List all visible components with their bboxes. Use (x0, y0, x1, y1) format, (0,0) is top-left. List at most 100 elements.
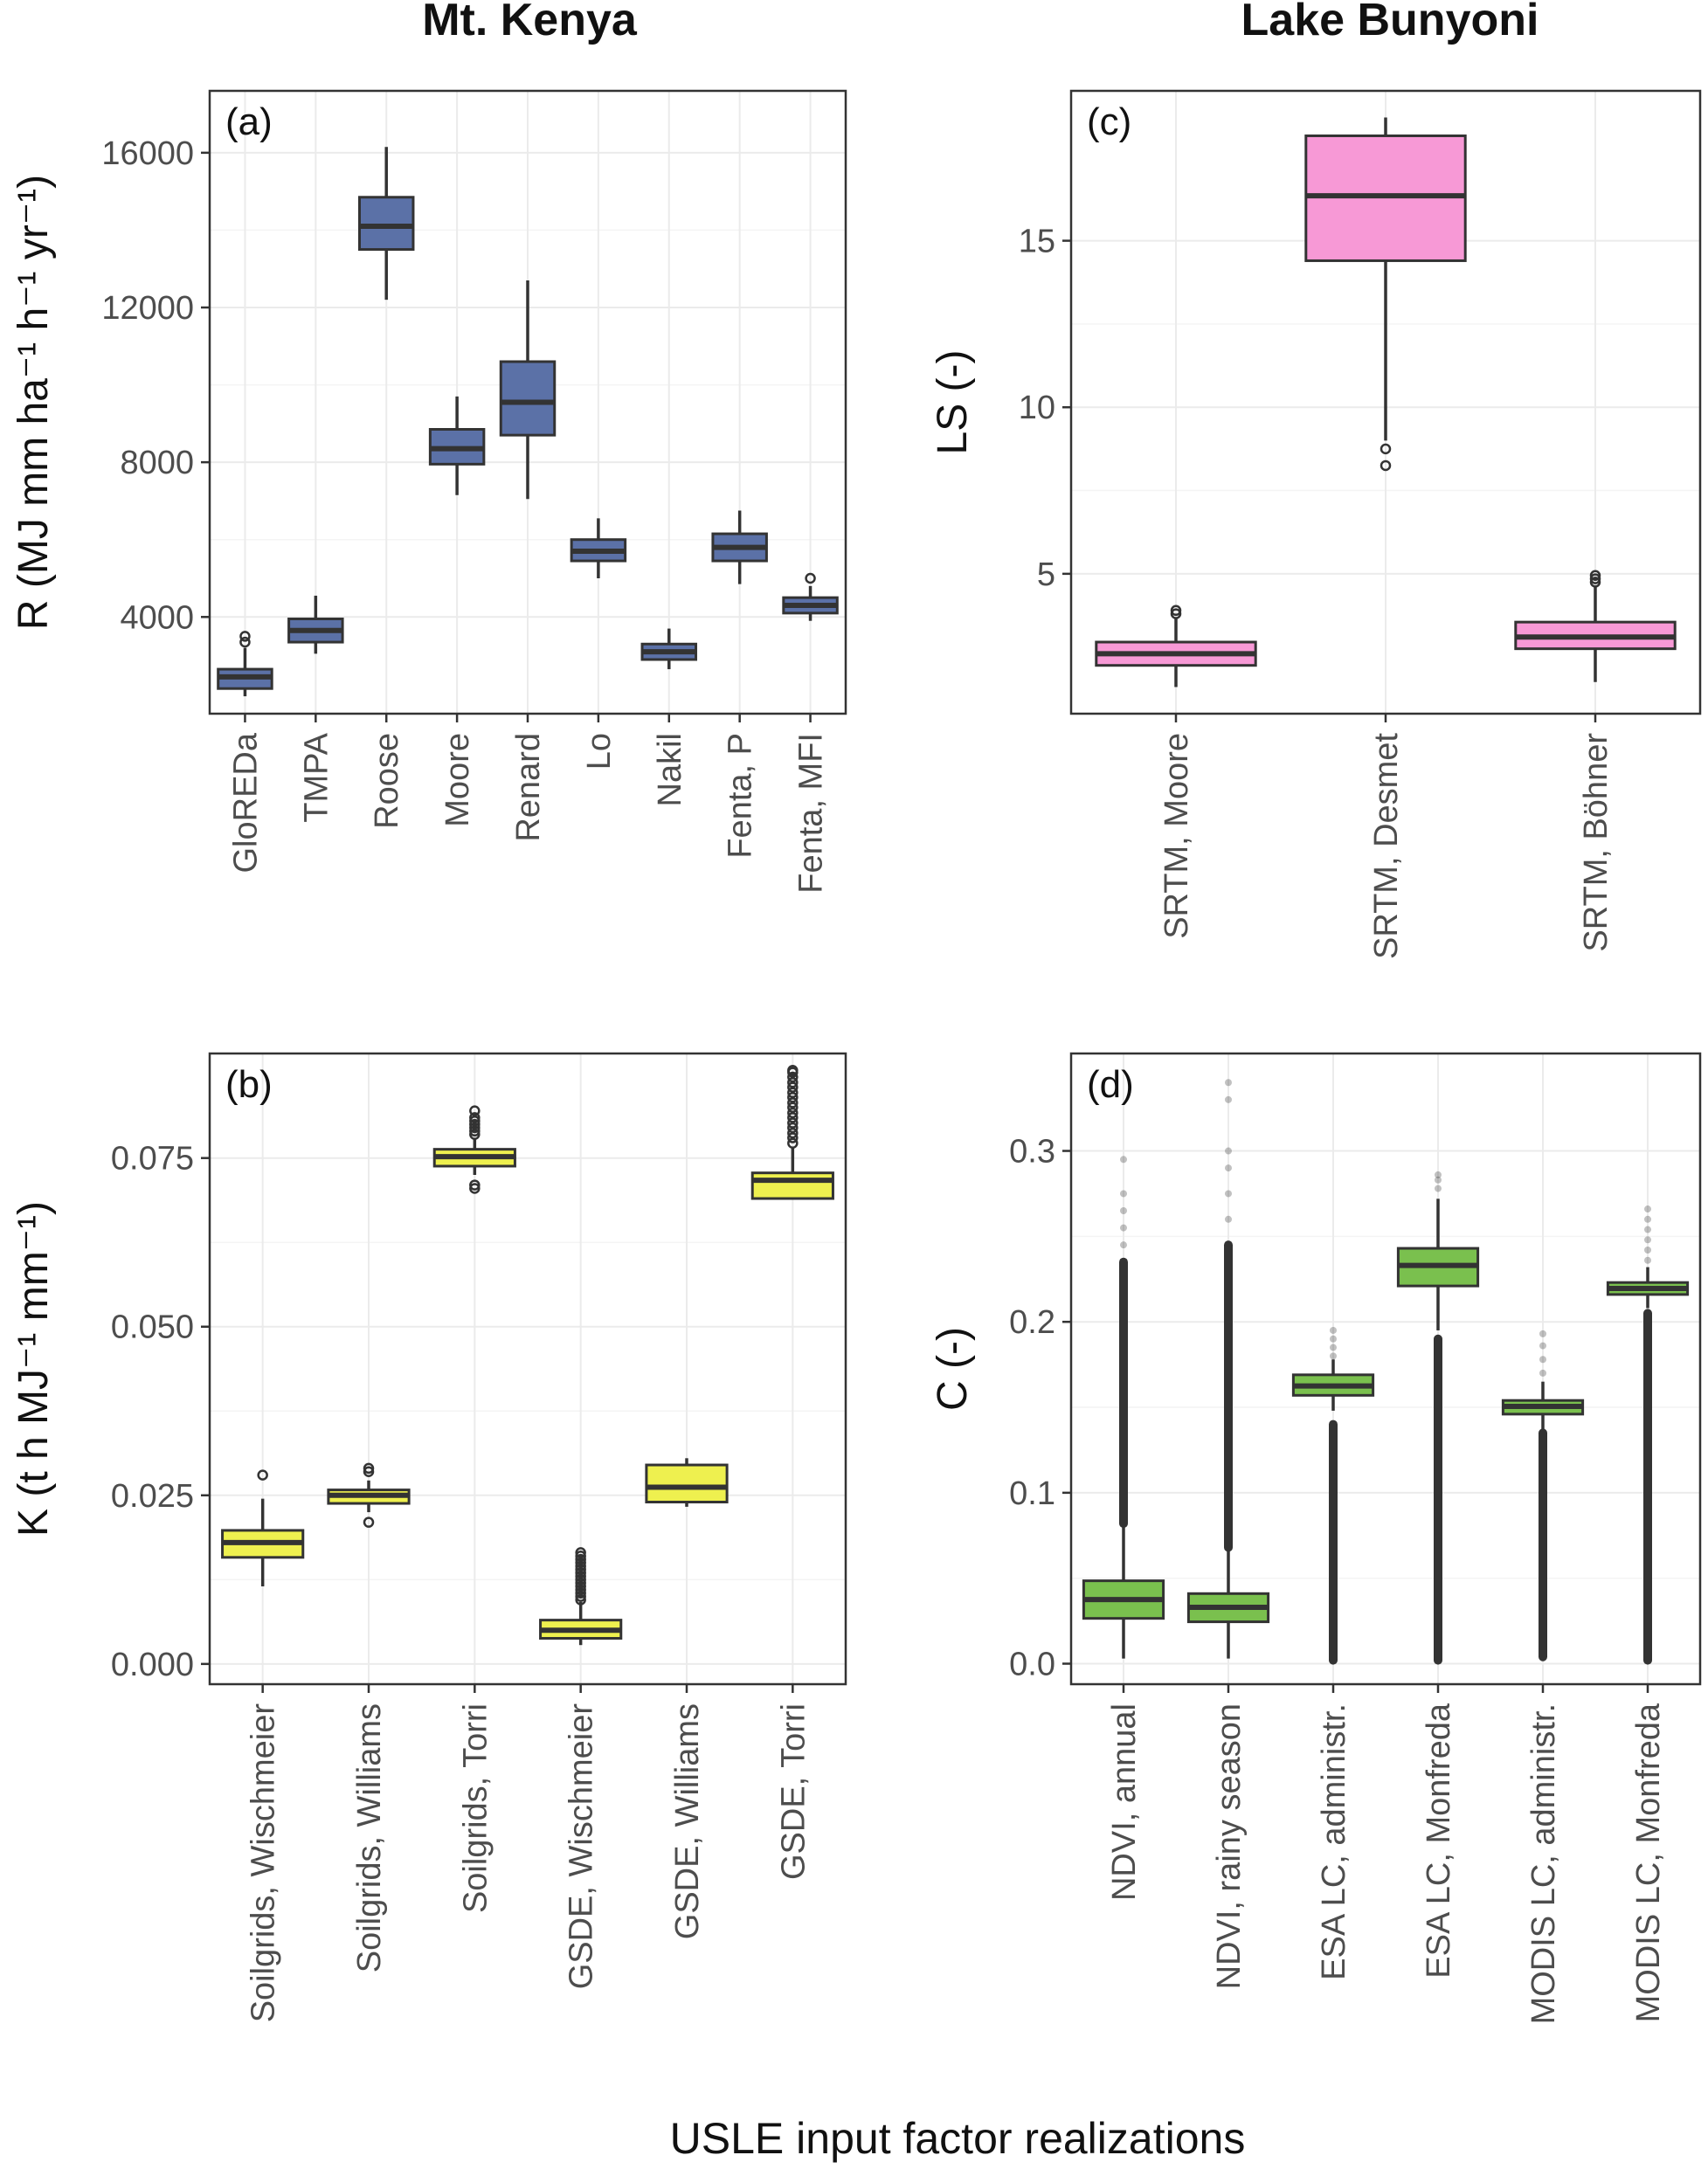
column-title-lake-bunyoni: Lake Bunyoni (1241, 0, 1539, 45)
panel-tag: (a) (225, 100, 273, 143)
x-tick-label: SRTM, Böhner (1578, 733, 1615, 952)
x-tick-label: SRTM, Desmet (1368, 733, 1405, 959)
x-tick-label: Lo (581, 733, 618, 770)
outlier-point-sparse (1330, 1326, 1337, 1334)
box-6 (750, 1065, 834, 1200)
y-tick-label: 0.0 (1009, 1647, 1055, 1683)
box-3 (1291, 1326, 1375, 1665)
outlier-point (469, 1183, 481, 1194)
outlier-point (575, 1587, 586, 1599)
y-tick-label: 8000 (120, 445, 194, 481)
box-6 (570, 518, 627, 578)
outlier-point (239, 631, 251, 642)
outlier-point (575, 1574, 586, 1585)
outlier-point-sparse (1539, 1356, 1546, 1364)
outlier-point (1380, 459, 1392, 472)
outlier-point-sparse (1225, 1215, 1232, 1223)
outlier-point (469, 1125, 481, 1137)
box-1 (217, 631, 273, 697)
box-1 (1082, 1156, 1165, 1659)
x-tick-label: Moore (439, 733, 476, 827)
outlier-point-sparse (1644, 1205, 1651, 1213)
x-tick-label: ESA LC, Monfreda (1421, 1703, 1457, 1979)
outlier-point (787, 1097, 799, 1109)
outlier-point (469, 1122, 481, 1134)
box-iqr (645, 1463, 729, 1504)
outlier-point-sparse (1225, 1079, 1232, 1087)
outlier-point (575, 1564, 586, 1575)
panel-border (208, 1052, 847, 1686)
y-tick-label: 12000 (101, 290, 194, 327)
x-tick-label: GSDE, Torri (775, 1703, 812, 1880)
x-tick-label: Roose (369, 733, 405, 829)
x-tick-label: SRTM, Moore (1158, 733, 1195, 939)
column-title-mt-kenya: Mt. Kenya (422, 0, 638, 45)
box-5 (645, 1458, 729, 1507)
outlier-point (1170, 604, 1182, 617)
outlier-point (575, 1551, 586, 1562)
box-iqr (357, 196, 415, 252)
box-6 (1606, 1205, 1690, 1665)
outlier-point (787, 1132, 799, 1143)
x-tick-label: Soilgrids, Williams (351, 1703, 388, 1972)
outlier-point (1589, 570, 1601, 582)
outlier-point (469, 1179, 481, 1191)
outlier-point-sparse (1435, 1185, 1442, 1192)
y-tick-label: 0.075 (111, 1141, 194, 1178)
panel-tag: (d) (1087, 1063, 1134, 1106)
outlier-point (257, 1469, 268, 1481)
box-3 (432, 1105, 516, 1194)
box-3 (1514, 570, 1677, 682)
outlier-point (575, 1577, 586, 1589)
y-axis-title: K (t h MJ⁻¹ mm⁻¹) (10, 1201, 57, 1537)
y-tick-label: 0.3 (1009, 1134, 1055, 1171)
box-iqr (750, 1171, 834, 1200)
panel-a-r-factor: 4000 8000 12000 16000 GloREDa TMPA Roose Moore R… (10, 89, 847, 894)
outlier-point-sparse (1120, 1241, 1127, 1249)
box-7 (640, 628, 698, 670)
outlier-point-sparse (1644, 1247, 1651, 1254)
y-tick-label: 0.000 (111, 1647, 194, 1683)
outlier-point (469, 1115, 481, 1127)
panel-border (1069, 1052, 1702, 1686)
outlier-point (469, 1105, 481, 1116)
outlier-point-sparse (1644, 1256, 1651, 1264)
y-axis-title: C (-) (930, 1327, 976, 1411)
y-tick-label: 0.050 (111, 1309, 194, 1346)
y-axis-title: LS (-) (930, 350, 976, 455)
outlier-point (787, 1071, 799, 1083)
outlier-point (787, 1117, 799, 1129)
x-tick-label: TMPA (298, 732, 335, 822)
outlier-point-sparse (1225, 1190, 1232, 1198)
y-tick-label: 16000 (101, 135, 194, 172)
outlier-point (787, 1122, 799, 1134)
outlier-point (787, 1091, 799, 1103)
x-tick-label: Fenta, P (723, 733, 759, 859)
outlier-point-sparse (1120, 1190, 1127, 1198)
x-tick-label: GloREDa (227, 732, 264, 873)
outlier-point-sparse (1330, 1352, 1337, 1360)
outlier-point (575, 1591, 586, 1602)
panel-c-ls-factor: 5 10 15 SRTM, Moore SRTM, Desmet SRTM, Böhner… (930, 89, 1702, 959)
outlier-point (805, 572, 816, 584)
outlier-point-sparse (1539, 1342, 1546, 1350)
x-tick-label: Fenta, MFI (793, 733, 830, 894)
outlier-point (575, 1594, 586, 1606)
outlier-point (363, 1466, 375, 1478)
box-9 (782, 572, 839, 621)
box-1 (221, 1469, 305, 1587)
outlier-point (787, 1127, 799, 1139)
box-2 (1186, 1079, 1270, 1659)
box-4 (1396, 1171, 1480, 1665)
outlier-point (787, 1076, 799, 1088)
plot-background (210, 1053, 846, 1684)
box-3 (357, 147, 415, 300)
box-5 (499, 280, 557, 500)
box-2 (287, 595, 344, 654)
outlier-point (575, 1584, 586, 1596)
plot-background (1071, 1053, 1700, 1684)
box-4 (428, 396, 486, 495)
x-tick-label: Renard (510, 733, 547, 842)
panel-b-k-factor: 0.000 0.025 0.050 0.075 Soilgrids, Wischmeie… (10, 1052, 847, 2022)
